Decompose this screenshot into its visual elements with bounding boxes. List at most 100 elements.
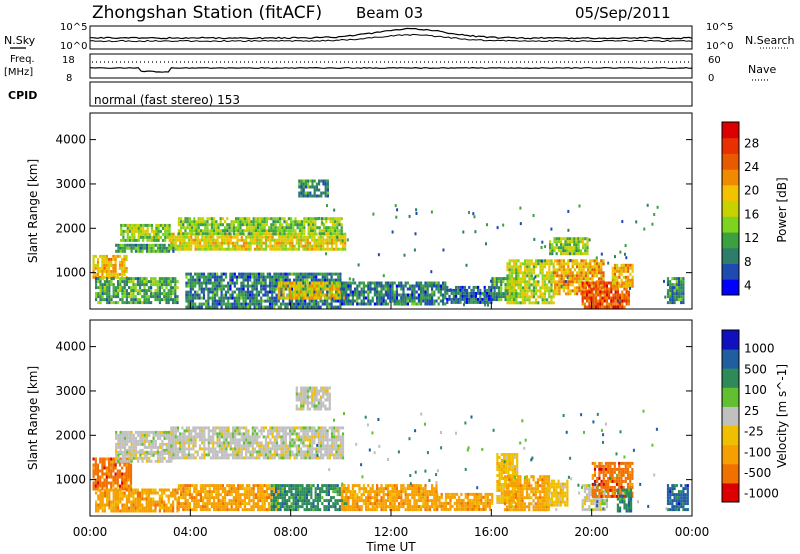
power-cell-1 [143, 292, 146, 296]
power-cell-14 [591, 259, 594, 263]
power-cell-9 [431, 296, 434, 300]
power-cell-3 [313, 235, 316, 239]
power-cell-6 [321, 299, 324, 303]
power-cell-14 [562, 280, 565, 284]
power-cell-6 [244, 275, 247, 279]
velocity-cell-1 [108, 500, 111, 504]
power-cell-6 [231, 281, 234, 285]
velocity-cell-0 [127, 466, 130, 470]
power-cell-1 [134, 289, 137, 293]
power-cell-12 [510, 295, 513, 299]
power-cell-14 [569, 277, 572, 281]
power-cell-6 [271, 284, 274, 288]
power-cell-4 [287, 226, 290, 230]
power-cell-1 [154, 298, 157, 302]
power-cell-3 [216, 238, 219, 242]
power-cell-1 [103, 292, 106, 296]
velocity-cell-4 [278, 435, 281, 439]
power-cell-8 [300, 182, 303, 186]
power-cell-9 [340, 284, 343, 288]
power-cell-6 [295, 272, 298, 276]
power-cell-10 [477, 297, 480, 301]
velocity-cell-1 [119, 500, 122, 504]
power-scatter-cell [341, 239, 344, 243]
power-cell-16 [627, 281, 630, 285]
power-cell-3 [267, 238, 270, 242]
power-cell-9 [420, 296, 423, 300]
velocity-cell-4 [174, 438, 177, 442]
power-cell-6 [224, 293, 228, 297]
power-cell-12 [519, 301, 522, 305]
power-cell-9 [369, 281, 372, 285]
power-cell-10 [485, 288, 488, 292]
power-cell-1 [152, 295, 155, 299]
velocity-cell-4 [172, 438, 175, 442]
power-cell-1 [128, 292, 131, 296]
power-cell-10 [472, 294, 475, 298]
power-cell-8 [311, 194, 314, 198]
power-cell-7 [289, 287, 292, 291]
velocity-cell-4 [183, 447, 186, 451]
power-cell-2 [166, 223, 169, 227]
power-cell-1 [156, 289, 159, 293]
power-cell-8 [326, 191, 329, 195]
power-cell-16 [622, 266, 625, 270]
power-cell-4 [312, 232, 315, 236]
velocity-cell-0 [110, 457, 113, 461]
power-cell-3 [185, 244, 188, 248]
power-cell-15 [588, 293, 591, 297]
velocity-cell-4 [187, 441, 191, 445]
velocity-cell-1 [139, 494, 142, 498]
power-cell-6 [266, 284, 269, 288]
velocity-cell-4 [275, 453, 279, 457]
power-cell-14 [580, 274, 583, 278]
power-cell-4 [314, 220, 317, 224]
velocity-cell-4 [256, 432, 259, 436]
power-cell-3 [181, 244, 184, 248]
power-cell-6 [191, 296, 195, 300]
power-cell-12 [535, 265, 538, 269]
velocity-cell-2 [143, 430, 146, 434]
power-cell-0 [121, 263, 124, 267]
velocity-cell-1 [167, 509, 170, 513]
velocity-cell-4 [273, 456, 276, 460]
velocity-cell-4 [181, 453, 184, 457]
power-cell-6 [253, 302, 256, 306]
power-cell-9 [442, 284, 445, 288]
power-cell-14 [576, 286, 579, 290]
power-cell-9 [387, 302, 390, 306]
power-cell-1 [103, 289, 106, 293]
power-cell-1 [99, 277, 102, 281]
power-cell-2 [148, 232, 151, 236]
power-cell-4 [195, 232, 198, 236]
power-cell-14 [602, 283, 605, 287]
velocity-cell-4 [176, 456, 180, 460]
power-cell-1 [143, 280, 146, 284]
velocity-cell-4 [269, 447, 272, 451]
velocity-cell-4 [214, 450, 217, 454]
power-cell-4 [276, 220, 279, 224]
velocity-cell-4 [258, 444, 261, 448]
velocity-cell-4 [223, 447, 226, 451]
power-cell-3 [284, 238, 287, 242]
power-cell-6 [242, 305, 245, 309]
power-cell-7 [306, 284, 309, 288]
power-cell-3 [181, 241, 184, 245]
power-cell-6 [253, 275, 256, 279]
velocity-cell-3 [141, 450, 144, 454]
velocity-cell-1 [117, 497, 120, 501]
velocity-cell-4 [242, 435, 246, 439]
velocity-cell-2 [117, 439, 120, 443]
power-cell-7 [333, 287, 336, 291]
power-cell-12 [524, 277, 527, 281]
power-scatter-cell [331, 297, 334, 301]
power-cell-12 [517, 301, 520, 305]
power-scatter-cell [625, 256, 628, 260]
power-cell-17 [680, 295, 683, 299]
power-cell-7 [302, 290, 305, 294]
power-cell-6 [200, 287, 203, 291]
power-cell-13 [575, 246, 578, 250]
power-cell-12 [528, 259, 531, 263]
velocity-cell-1 [112, 494, 115, 498]
power-scatter-cell [442, 248, 445, 252]
